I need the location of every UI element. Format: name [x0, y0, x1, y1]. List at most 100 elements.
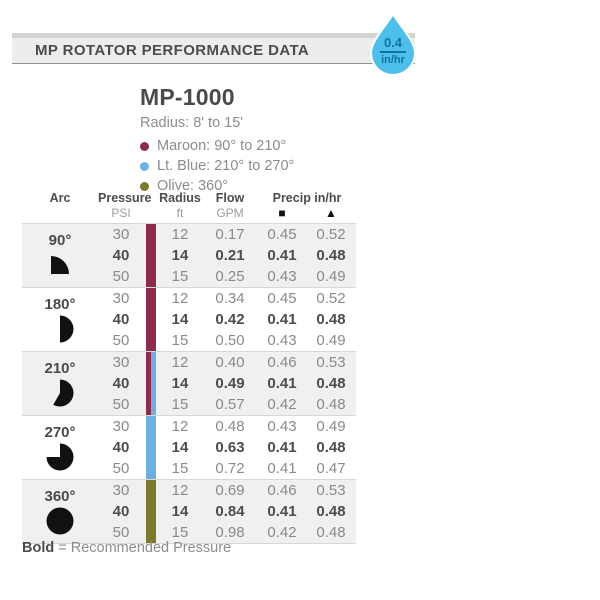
radius-range: Radius: 8' to 15' [140, 115, 244, 131]
color-stripe [146, 224, 156, 287]
arc-section-90: 90° 30 12 0.17 0.45 0.52 40 14 0.21 0.41 0.48 50 15 0… [22, 223, 356, 287]
droplet-text: 0.4 in/hr [366, 36, 420, 66]
pressure-value: 30 [112, 418, 130, 435]
pressure-value: 50 [112, 332, 130, 349]
color-legend: Maroon: 90° to 210° Lt. Blue: 210° to 270… [140, 136, 294, 196]
droplet-unit: in/hr [381, 54, 405, 66]
arc-color-bar [146, 480, 156, 543]
product-block: MP-1000 Radius: 8' to 15' Maroon: 90° to… [140, 84, 294, 196]
performance-table: Arc Pressure Radius Flow Precip in/hr PS… [22, 190, 356, 544]
radius-value: 15 [171, 332, 189, 349]
col-header-flow: Flow [215, 191, 245, 205]
precip-triangle-value: 0.48 [316, 375, 346, 392]
pressure-value: 50 [112, 396, 130, 413]
legend-item: Lt. Blue: 210° to 270° [140, 156, 294, 176]
precip-square-value: 0.45 [267, 226, 297, 243]
precip-triangle-value: 0.53 [316, 482, 346, 499]
section-header-bar: MP ROTATOR PERFORMANCE DATA [12, 33, 415, 64]
footnote: Bold = Recommended Pressure [22, 540, 231, 556]
legend-label: Olive: 360° [157, 178, 229, 194]
radius-value: 15 [171, 460, 189, 477]
precip-triangle-value: 0.48 [316, 396, 346, 413]
flow-value: 0.57 [215, 396, 245, 413]
precip-triangle-value: 0.48 [316, 524, 346, 541]
color-stripe [146, 416, 156, 479]
precip-triangle-value: 0.48 [316, 311, 346, 328]
precip-triangle-value: 0.47 [316, 460, 346, 477]
arc-section-360: 360° 30 12 0.69 0.46 0.53 40 14 0.84 0.41 0.48 50 15… [22, 479, 356, 544]
flow-value: 0.48 [215, 418, 245, 435]
precip-square-value: 0.43 [267, 418, 297, 435]
radius-value: 14 [171, 311, 189, 328]
legend-label: Maroon: 90° to 210° [157, 138, 287, 154]
flow-value: 0.49 [215, 375, 245, 392]
pressure-value: 50 [112, 524, 130, 541]
color-stripe [146, 288, 156, 351]
color-bar-cell [144, 288, 158, 351]
pressure-value: 40 [112, 375, 130, 392]
col-header-radius: Radius [159, 191, 201, 205]
radius-value: 14 [171, 439, 189, 456]
legend-item: Maroon: 90° to 210° [140, 136, 294, 156]
flow-value: 0.25 [215, 268, 245, 285]
precip-square-value: 0.46 [267, 482, 297, 499]
pressure-value: 30 [112, 482, 130, 499]
arc-section-210: 210° 30 12 0.40 0.46 0.53 40 14 0.49 0.41 0.48 50 15… [22, 351, 356, 415]
precip-square-value: 0.41 [267, 460, 297, 477]
precip-triangle-value: 0.52 [316, 226, 346, 243]
arc-cell: 210° [22, 352, 98, 415]
flow-value: 0.40 [215, 354, 245, 371]
legend-dot-icon [140, 161, 149, 171]
arc-color-bar [146, 224, 156, 287]
droplet-value: 0.4 [383, 35, 403, 50]
legend-dot-icon [140, 181, 149, 191]
flow-value: 0.50 [215, 332, 245, 349]
color-bar-cell [144, 480, 158, 543]
col-header-pressure: Pressure [98, 191, 152, 205]
flow-value: 0.69 [215, 482, 245, 499]
precip-square-value: 0.41 [267, 311, 297, 328]
unit-psi: PSI [111, 206, 131, 220]
precip-droplet-badge: 0.4 in/hr [366, 12, 420, 78]
table-body: 90° 30 12 0.17 0.45 0.52 40 14 0.21 0.41 0.48 50 15 0… [22, 223, 356, 544]
arc-label: 270° [44, 424, 76, 441]
precip-square-value: 0.43 [267, 332, 297, 349]
footnote-bold-word: Bold [22, 540, 55, 556]
pressure-value: 30 [112, 226, 130, 243]
precip-triangle-value: 0.49 [316, 268, 346, 285]
precip-square-value: 0.45 [267, 290, 297, 307]
radius-value: 14 [171, 503, 189, 520]
flow-value: 0.17 [215, 226, 245, 243]
radius-value: 15 [171, 268, 189, 285]
precip-square-value: 0.41 [267, 439, 297, 456]
precip-square-value: 0.42 [267, 396, 297, 413]
precip-triangle-value: 0.53 [316, 354, 346, 371]
table-header: Arc Pressure Radius Flow Precip in/hr PS… [22, 190, 356, 223]
legend-item: Olive: 360° [140, 176, 294, 196]
arc-label: 360° [44, 488, 76, 505]
precip-square-value: 0.41 [267, 375, 297, 392]
color-bar-cell [144, 352, 158, 415]
precip-square-value: 0.41 [267, 247, 297, 264]
arc-section-270: 270° 30 12 0.48 0.43 0.49 40 14 0.63 0.41 0.48 50 15… [22, 415, 356, 479]
arc-180-icon [60, 315, 74, 343]
precip-triangle-value: 0.52 [316, 290, 346, 307]
arc-color-bar [146, 352, 156, 415]
triangle-symbol-icon: ▲ [325, 206, 337, 220]
arc-cell: 180° [22, 288, 98, 351]
radius-value: 15 [171, 524, 189, 541]
col-header-precip: Precip in/hr [272, 191, 342, 205]
flow-value: 0.34 [215, 290, 245, 307]
radius-value: 12 [171, 418, 189, 435]
pressure-value: 50 [112, 268, 130, 285]
radius-value: 14 [171, 247, 189, 264]
radius-value: 12 [171, 226, 189, 243]
header-top-strip [12, 33, 415, 38]
pressure-value: 40 [112, 503, 130, 520]
page-title: MP ROTATOR PERFORMANCE DATA [35, 42, 310, 59]
precip-triangle-value: 0.48 [316, 247, 346, 264]
arc-cell: 270° [22, 416, 98, 479]
flow-value: 0.84 [215, 503, 245, 520]
color-stripe [146, 352, 151, 415]
radius-value: 12 [171, 290, 189, 307]
